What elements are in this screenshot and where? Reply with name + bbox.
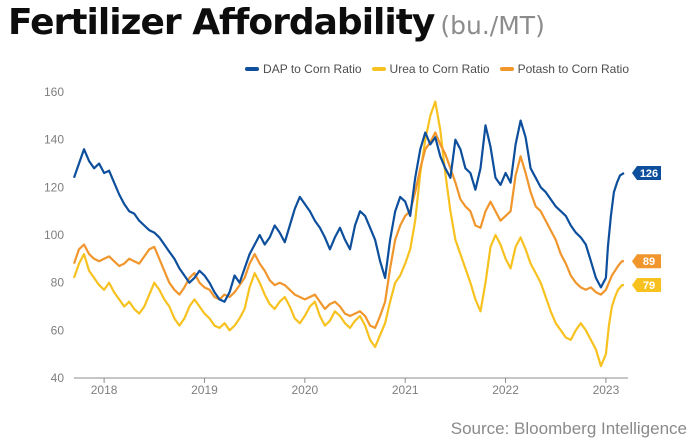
x-tick-label-2023: 2023 xyxy=(593,383,620,397)
legend-label-dap: DAP to Corn Ratio xyxy=(263,62,362,76)
y-tick-label-40: 40 xyxy=(51,371,65,385)
x-tick-label-2021: 2021 xyxy=(392,383,419,397)
end-label-urea: 79 xyxy=(643,280,655,292)
legend: DAP to Corn Ratio Urea to Corn Ratio Pot… xyxy=(245,62,629,76)
legend-swatch-potash xyxy=(499,67,514,71)
chart-title: Fertilizer Affordability xyxy=(8,2,435,43)
source-note: Source: Bloomberg Intelligence xyxy=(450,419,687,438)
series-line-dap xyxy=(72,119,625,303)
series-line-potash xyxy=(72,131,624,329)
end-label-badge-potash xyxy=(632,254,661,269)
end-label-badge-urea xyxy=(632,278,661,293)
chart-title-block: Fertilizer Affordability (bu./MT) xyxy=(8,2,545,43)
y-axis: 40 60 80 100 120 140 160 xyxy=(44,85,64,385)
end-label-badge-dap xyxy=(632,166,661,181)
series-line-urea xyxy=(72,100,624,368)
legend-item-urea: Urea to Corn Ratio xyxy=(371,62,490,76)
end-label-potash: 89 xyxy=(643,256,655,268)
x-axis: 2018 2019 2020 2021 2022 2023 xyxy=(74,377,628,397)
end-label-dap: 126 xyxy=(640,168,658,180)
y-tick-label-140: 140 xyxy=(44,133,64,147)
legend-item-potash: Potash to Corn Ratio xyxy=(499,62,629,76)
chart-subtitle: (bu./MT) xyxy=(440,11,545,40)
y-tick-label-120: 120 xyxy=(44,180,64,194)
legend-swatch-dap xyxy=(245,67,260,71)
x-tick-label-2019: 2019 xyxy=(191,383,218,397)
x-tick-label-2018: 2018 xyxy=(91,383,118,397)
x-tick-label-2020: 2020 xyxy=(291,383,318,397)
series-lines xyxy=(72,100,625,368)
legend-item-dap: DAP to Corn Ratio xyxy=(245,62,362,76)
y-tick-label-80: 80 xyxy=(51,276,65,290)
end-labels: 126 79 89 xyxy=(632,166,661,293)
legend-label-potash: Potash to Corn Ratio xyxy=(517,62,629,76)
legend-swatch-urea xyxy=(371,67,386,71)
x-tick-label-2022: 2022 xyxy=(492,383,519,397)
y-tick-label-100: 100 xyxy=(44,228,64,242)
y-tick-label-160: 160 xyxy=(44,85,64,99)
y-tick-label-60: 60 xyxy=(51,323,65,337)
legend-label-urea: Urea to Corn Ratio xyxy=(389,62,490,76)
